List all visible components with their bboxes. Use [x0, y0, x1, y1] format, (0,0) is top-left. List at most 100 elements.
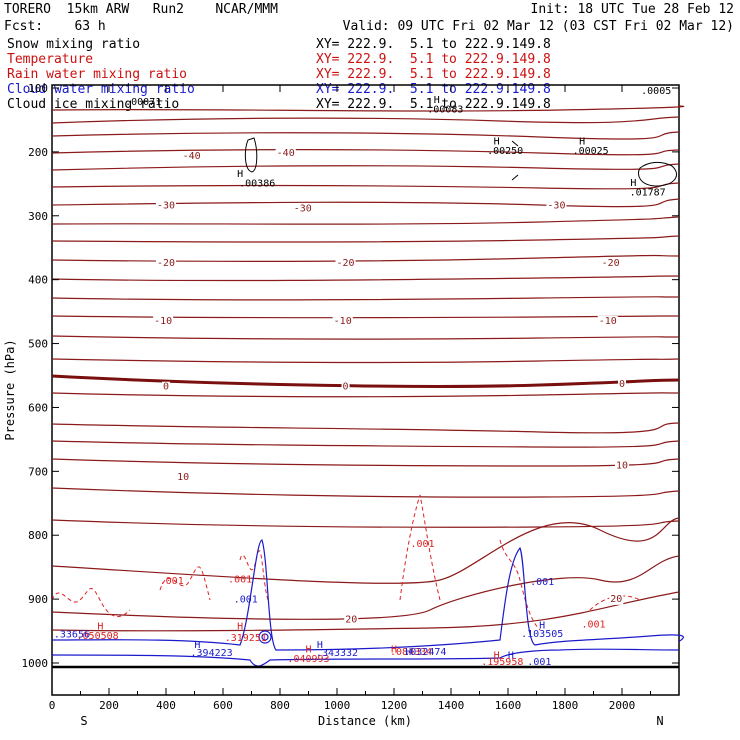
field-label-cloud-ice: Cloud ice mixing ratio [7, 97, 180, 112]
ticks-group [51, 85, 679, 695]
rain-label: .084334 [390, 647, 432, 658]
rain-label: H [305, 644, 311, 655]
isotherm-label-bg [609, 593, 624, 605]
rain-label: .001 [160, 576, 184, 587]
rain-label: H [97, 621, 103, 632]
x-tick-label: 1000 [324, 699, 351, 712]
y-tick-label: 300 [28, 210, 48, 223]
y-tick-label: 600 [28, 401, 48, 414]
isotherm-label-bg [153, 315, 174, 327]
ice-label: .00386 [239, 179, 275, 190]
x-tick-label: 1800 [552, 699, 579, 712]
isotherm-label: -40 [277, 148, 295, 159]
rain-label: .001 [228, 575, 252, 586]
isotherm-label-bg [292, 203, 313, 215]
cloud-water-label: H [508, 651, 514, 662]
isotherm-label: -20 [157, 258, 175, 269]
isotherm-label: -40 [183, 151, 201, 162]
x-tick-label: 200 [99, 699, 119, 712]
y-tick-label: 900 [28, 593, 48, 606]
rain-label: H [494, 651, 500, 662]
x-tick-label: 600 [213, 699, 233, 712]
cloud-water-contours [51, 539, 684, 667]
cloud-water-label: H [317, 640, 323, 651]
ice-label: .0005 [641, 86, 671, 97]
isotherm-label-bg [161, 381, 171, 393]
isotherm-label-bg [341, 381, 350, 393]
isotherm-label: -20 [602, 258, 620, 269]
isotherm-label: 10 [616, 460, 628, 471]
y-tick-label: 100 [28, 82, 48, 95]
isotherm-label-bg [597, 315, 618, 327]
x-tick-label: 1600 [495, 699, 522, 712]
x-tick-label: 0 [49, 699, 56, 712]
rain-label: .001 [581, 619, 605, 630]
ice-label: .01787 [630, 188, 666, 199]
y-tick-label: 500 [28, 338, 48, 351]
isotherm-label: 0 [343, 382, 349, 393]
axis-end-south: S [80, 714, 87, 728]
isotherm-label: 10 [177, 472, 189, 483]
cloud-water-label: .343332 [316, 648, 358, 659]
model-title: TORERO 15km ARW Run2 NCAR/MMM [4, 2, 278, 17]
isotherm-label: -30 [547, 200, 565, 211]
ice-label: H [237, 169, 243, 180]
cloud-water-label: .33656 [54, 630, 90, 641]
rain-contours [51, 493, 641, 631]
isotherm-label-bg [176, 471, 191, 483]
isotherm-label: -30 [157, 200, 175, 211]
rain-label: .040993 [287, 654, 329, 665]
cloud-water-label: H [194, 640, 200, 651]
x-tick-label: 400 [156, 699, 176, 712]
rain-label: H [237, 621, 243, 632]
rain-label: .050508 [77, 631, 119, 642]
x-axis-title: Distance (km) [318, 714, 412, 728]
init-time: Init: 18 UTC Tue 28 Feb 12 [530, 2, 735, 17]
field-xy-snow: XY= 222.9. 5.1 to 222.9.149.8 [316, 37, 551, 52]
isotherm-label-bg [335, 257, 356, 269]
ice-label: H [579, 136, 585, 147]
isotherm-label-bg [155, 200, 177, 212]
isotherm-label-bg [546, 200, 567, 212]
ice-label: .00071 [125, 97, 161, 108]
cloud-water-label: .001 [234, 594, 258, 605]
isotherm-label-bg [275, 147, 296, 159]
x-tick-label: 2000 [609, 699, 636, 712]
ice-label: .00250 [487, 146, 523, 157]
forecast-hour: Fcst: 63 h [4, 19, 106, 34]
isotherm-label: -10 [154, 316, 172, 327]
isotherm-label: -20 [337, 258, 355, 269]
isotherm-label: 0 [163, 382, 169, 393]
plot-frame [51, 84, 680, 696]
rain-label: .001 [410, 539, 434, 550]
ice-label: .00083 [427, 104, 463, 115]
rain-label: .195958 [481, 657, 523, 668]
valid-time: Valid: 09 UTC Fri 02 Mar 12 (03 CST Fri … [342, 19, 734, 34]
field-label-snow: Snow mixing ratio [7, 37, 141, 52]
isotherm-label-bg [344, 614, 359, 626]
isotherm-label-bg [600, 257, 621, 269]
isotherm-label: 20 [345, 614, 357, 625]
ice-label: H [494, 136, 500, 147]
cloud-water-label: .001 [527, 657, 551, 668]
isotherm-label-bg [155, 257, 177, 269]
isotherm-label-bg [181, 151, 202, 163]
x-tick-label: 1400 [438, 699, 465, 712]
y-tick-label: 800 [28, 529, 48, 542]
isotherm-label-bg [614, 460, 630, 472]
y-axis-title: Pressure (hPa) [3, 339, 17, 440]
zero-isotherm [51, 374, 680, 388]
isotherm-label: 20 [610, 594, 622, 605]
cloud-water-label: H [539, 621, 545, 632]
x-tick-label: 800 [270, 699, 290, 712]
axis-end-north: N [656, 714, 663, 728]
cloud-water-label: .032474 [404, 647, 446, 658]
cloud-water-label: .394223 [191, 648, 233, 659]
ice-contours [244, 137, 677, 187]
isotherm-label: -10 [599, 316, 617, 327]
ice-label: .00025 [573, 146, 609, 157]
field-xy-cloud-ice: XY= 222.9. 5.1 to 222.9.149.8 [316, 97, 551, 112]
isotherm-label: 0 [619, 379, 625, 390]
y-tick-label: 700 [28, 465, 48, 478]
